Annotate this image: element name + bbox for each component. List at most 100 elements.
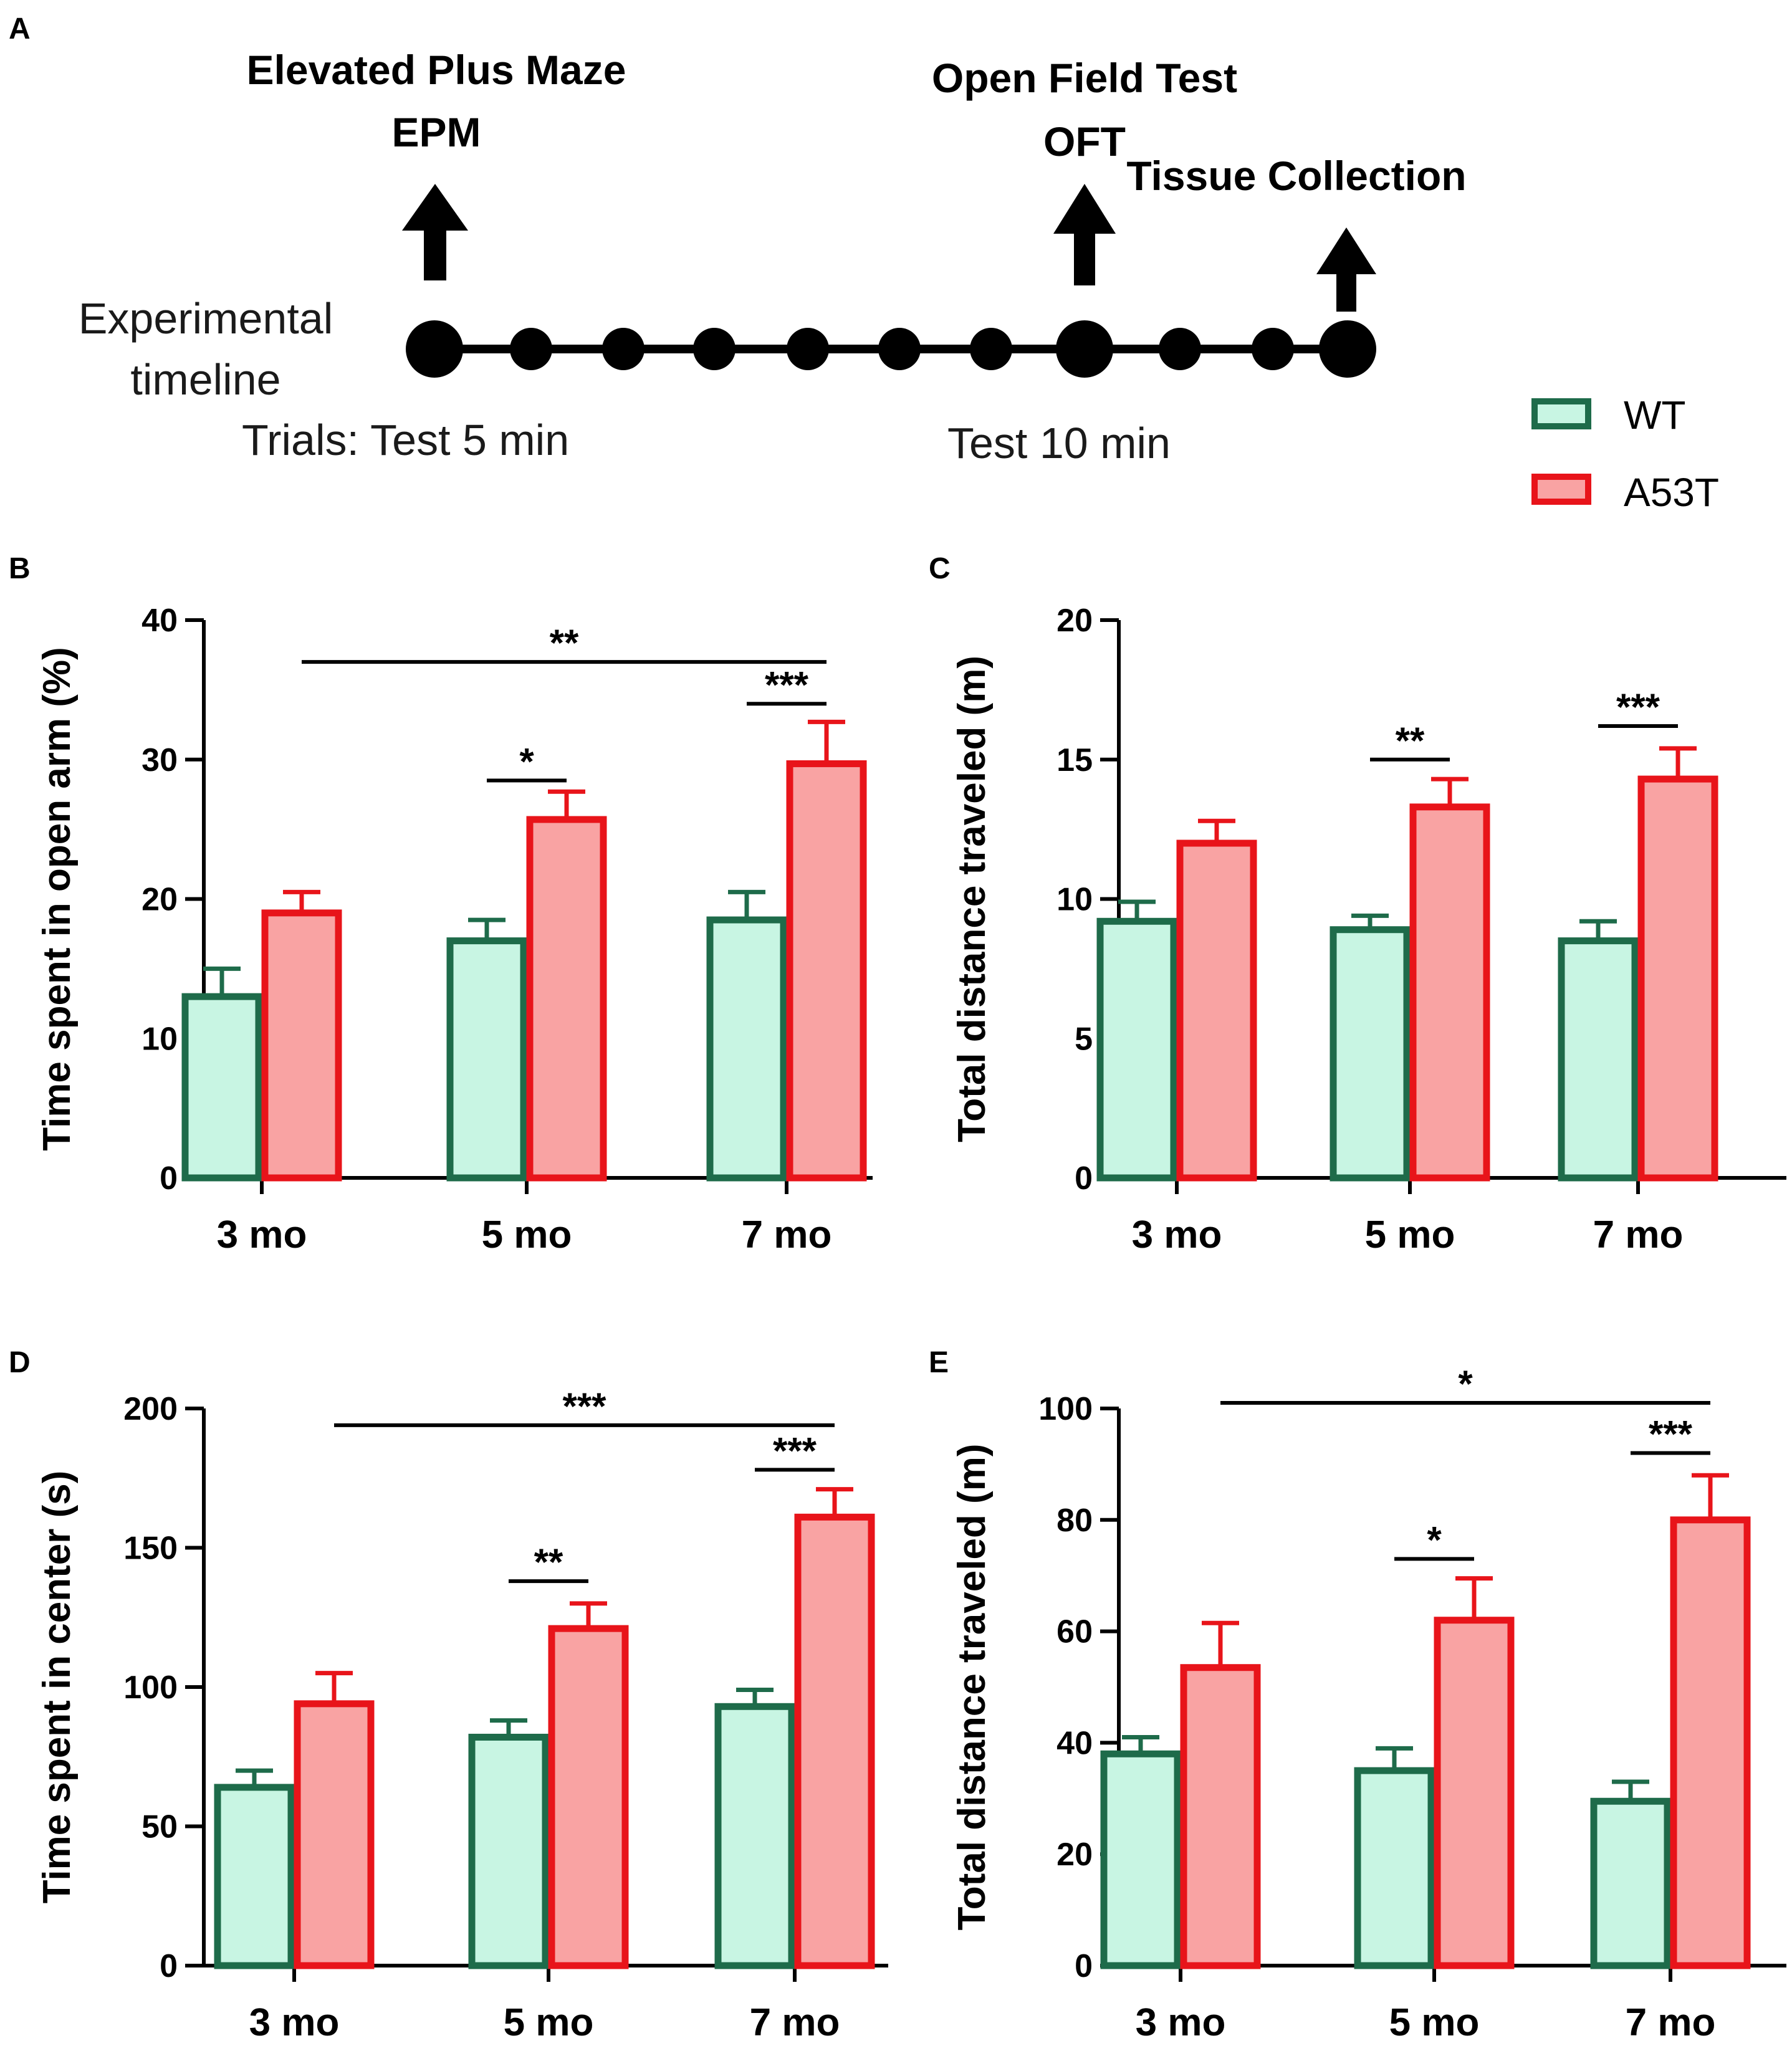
x-tick-label: 3 mo (249, 2001, 340, 2044)
significance-label: *** (562, 1385, 606, 1427)
bar-a53t (1637, 775, 1718, 1182)
y-axis-label: Total distance traveled (m) (951, 656, 994, 1142)
significance-label: ** (1396, 720, 1425, 762)
y-tick-label: 0 (1075, 1948, 1093, 1984)
x-tick-label: 7 mo (742, 1213, 832, 1256)
significance-label: * (1458, 1363, 1473, 1405)
y-tick-label: 100 (123, 1670, 178, 1706)
x-tick-label: 3 mo (217, 1213, 307, 1256)
timeline-dot (787, 328, 829, 370)
y-tick-label: 80 (1057, 1503, 1093, 1539)
legend-wt-swatch (1531, 398, 1591, 429)
timeline-dot (1319, 320, 1376, 378)
x-tick-label: 5 mo (1389, 2001, 1480, 2044)
legend-wt-label: WT (1624, 393, 1686, 437)
bar-a53t (548, 1625, 629, 1969)
y-tick-label: 20 (1057, 603, 1093, 639)
trials-label: Trials: Test 5 min (242, 416, 569, 464)
panel-a: A Elevated Plus Maze EPM Open Field Test… (9, 12, 1719, 515)
significance-label: *** (773, 1430, 817, 1471)
y-tick-label: 40 (141, 603, 178, 639)
y-tick-label: 5 (1075, 1021, 1093, 1057)
timeline-dot (406, 320, 463, 378)
y-axis-label: Total distance traveled (m) (951, 1444, 994, 1931)
y-tick-label: 10 (141, 1021, 178, 1057)
timeline-label-line2: timeline (130, 355, 280, 404)
x-tick-label: 7 mo (750, 2001, 840, 2044)
legend: WT A53T (1531, 393, 1719, 515)
tissue-arrow-icon (1316, 227, 1376, 312)
x-tick-label: 7 mo (1593, 1213, 1684, 1256)
bar-a53t (1670, 1516, 1751, 1969)
bar-a53t (786, 760, 867, 1182)
bar-wt (1330, 926, 1411, 1182)
x-tick-label: 5 mo (1365, 1213, 1455, 1256)
oft-arrow-icon (1053, 184, 1116, 285)
timeline-dot (1252, 328, 1294, 370)
timeline-dots (406, 320, 1376, 378)
epm-abbrev: EPM (391, 109, 481, 155)
bar-wt (181, 993, 262, 1182)
timeline-dot (602, 328, 644, 370)
bar-a53t (526, 816, 607, 1182)
x-tick-label: 5 mo (504, 2001, 594, 2044)
bar-wt (1100, 1750, 1181, 1969)
x-tick-label: 7 mo (1626, 2001, 1716, 2044)
panel-c-label: C (929, 552, 951, 585)
timeline-dot (1056, 320, 1113, 378)
chart-d-center-time: 0 50 100 150 200 3 mo 5 mo 7 mo Time spent in ce… (36, 1385, 888, 2044)
y-tick-label: 150 (123, 1531, 178, 1567)
bar-a53t (261, 909, 342, 1182)
significance-label: * (519, 740, 534, 782)
legend-a53t-label: A53T (1624, 470, 1719, 515)
bar-a53t (794, 1513, 875, 1969)
bar-a53t (1409, 803, 1490, 1182)
bar-a53t (1180, 1664, 1261, 1969)
bar-wt (1354, 1767, 1435, 1969)
significance-label: ** (534, 1541, 563, 1583)
bar-wt (468, 1733, 549, 1969)
significance-label: *** (1649, 1413, 1693, 1455)
significance-label: * (1427, 1519, 1442, 1561)
y-tick-label: 60 (1057, 1614, 1093, 1650)
tissue-collection-title: Tissue Collection (1126, 153, 1466, 199)
timeline-dot (510, 328, 552, 370)
y-tick-label: 30 (141, 742, 178, 778)
y-axis-label: Time spent in center (s) (36, 1471, 79, 1904)
y-tick-label: 10 (1057, 882, 1093, 918)
y-tick-label: 15 (1057, 742, 1093, 778)
y-tick-label: 200 (123, 1391, 178, 1427)
y-tick-label: 20 (141, 882, 178, 918)
bar-wt (446, 937, 527, 1182)
y-tick-label: 0 (160, 1948, 178, 1984)
panel-e-label: E (929, 1346, 949, 1379)
oft-abbrev: OFT (1043, 118, 1126, 165)
bar-wt (214, 1784, 295, 1969)
chart-b-open-arm-time: 0 10 20 30 40 3 mo 5 mo 7 mo Time spent in open … (36, 603, 873, 1256)
timeline-dot (1159, 328, 1201, 370)
bar-wt (1590, 1797, 1671, 1969)
epm-title: Elevated Plus Maze (247, 47, 626, 93)
bar-a53t (1434, 1617, 1515, 1969)
panel-b-label: B (9, 552, 31, 585)
x-tick-label: 3 mo (1136, 2001, 1226, 2044)
epm-arrow-icon (402, 184, 468, 280)
bar-wt (706, 916, 787, 1182)
significance-label: ** (550, 622, 579, 664)
y-tick-label: 0 (1075, 1160, 1093, 1197)
timeline-dot (970, 328, 1012, 370)
chart-c-distance-epm: 0 5 10 15 20 3 mo 5 mo 7 mo Total distance trave… (951, 603, 1786, 1256)
x-tick-label: 5 mo (482, 1213, 572, 1256)
y-tick-label: 20 (1057, 1837, 1093, 1873)
bar-a53t (294, 1700, 375, 1969)
x-tick-label: 3 mo (1132, 1213, 1222, 1256)
significance-label: *** (1616, 686, 1660, 728)
bar-wt (714, 1703, 795, 1969)
bar-a53t (1176, 839, 1257, 1182)
bar-wt (1096, 917, 1177, 1182)
y-tick-label: 100 (1038, 1391, 1093, 1427)
y-tick-label: 50 (141, 1809, 178, 1845)
legend-a53t-swatch (1531, 474, 1591, 505)
y-axis-label: Time spent in open arm (%) (36, 647, 79, 1150)
